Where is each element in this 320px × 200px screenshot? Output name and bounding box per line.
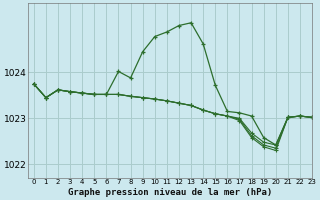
X-axis label: Graphe pression niveau de la mer (hPa): Graphe pression niveau de la mer (hPa) <box>68 188 272 197</box>
